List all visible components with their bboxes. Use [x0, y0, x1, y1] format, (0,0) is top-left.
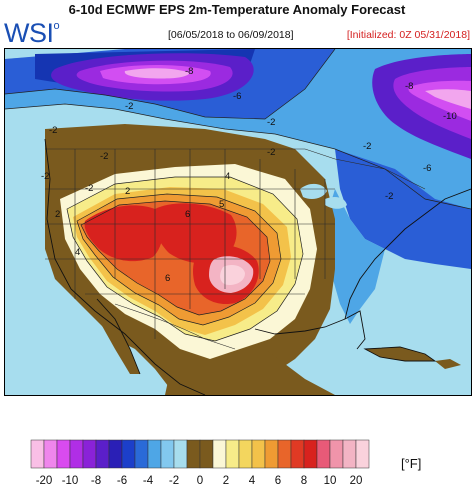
legend-color-swatch	[303, 439, 318, 469]
cold-core-west-center	[124, 68, 190, 79]
legend-tick-label: -4	[143, 475, 154, 487]
legend-tick-label: -20	[36, 475, 53, 487]
contour-label: -2	[363, 141, 371, 152]
legend-tick-label: 8	[301, 475, 307, 487]
contour-label: 2	[55, 209, 60, 220]
legend-color-swatch	[69, 439, 84, 469]
legend-color-swatch	[225, 439, 240, 469]
contour-label: 4	[75, 247, 80, 258]
contour-label: -8	[185, 66, 193, 77]
contour-label: -2	[385, 191, 393, 202]
legend-color-swatch	[108, 439, 123, 469]
unit-label: [°F]	[401, 456, 422, 471]
great-lakes	[300, 183, 347, 209]
wsi-logo: WSIo	[4, 18, 60, 49]
legend-color-swatch	[82, 439, 97, 469]
legend-tick-label: -2	[169, 475, 179, 487]
contour-label: -10	[443, 111, 457, 122]
legend-color-swatch	[173, 439, 188, 469]
east-light-strip	[323, 189, 385, 324]
legend-tick-label: 6	[275, 475, 281, 487]
legend-tick-label: -6	[117, 475, 127, 487]
contour-label: -2	[49, 125, 57, 136]
contour-labels: -2 -2 -2 -2 -8 -2 -6 -2 2 4 2 6 6 5 4 -2…	[41, 66, 457, 284]
legend-color-swatch	[212, 439, 227, 469]
warm-core-west	[84, 205, 164, 262]
brown-south-mexico	[165, 349, 335, 395]
anomaly-map-svg: -2 -2 -2 -2 -8 -2 -6 -2 2 4 2 6 6 5 4 -2…	[5, 49, 471, 395]
legend-tick-label: 2	[223, 475, 229, 487]
cold-core-east-center	[425, 89, 471, 109]
legend-color-swatch	[56, 439, 71, 469]
legend-tick-label: -10	[62, 475, 79, 487]
contour-label: -2	[100, 151, 108, 162]
legend-color-swatch	[238, 439, 253, 469]
legend-tick-label: 0	[197, 475, 203, 487]
legend-color-swatch	[95, 439, 110, 469]
legend-color-swatch	[277, 439, 292, 469]
contour-label: 2	[125, 186, 130, 197]
hot-core-center	[220, 265, 245, 285]
contour-label: -6	[423, 163, 431, 174]
legend-tick-label: 10	[324, 475, 337, 487]
legend-color-swatch	[160, 439, 175, 469]
map-title: 6-10d ECMWF EPS 2m-Temperature Anomaly F…	[68, 2, 406, 17]
contour-label: -6	[233, 91, 241, 102]
coastlines	[44, 138, 471, 395]
logo-text: WSI	[4, 18, 54, 48]
brown-northwest	[45, 124, 295, 164]
legend-color-swatch	[147, 439, 162, 469]
contour-label: 6	[185, 209, 190, 220]
contour-label: 6	[165, 273, 170, 284]
legend-color-swatch	[329, 439, 344, 469]
legend-color-swatch	[199, 439, 214, 469]
logo-mark: o	[53, 20, 60, 32]
legend-color-swatch	[251, 439, 266, 469]
contour-label: 4	[225, 171, 230, 182]
legend-color-swatch	[355, 439, 370, 469]
color-scale-legend: -20 -10 -8 -6 -4 -2 0 2 4 6 8 10 20	[30, 439, 370, 489]
contour-label: -2	[85, 183, 93, 194]
contour-label: -8	[405, 81, 413, 92]
hispaniola-island	[435, 359, 461, 369]
anomaly-map: -2 -2 -2 -2 -8 -2 -6 -2 2 4 2 6 6 5 4 -2…	[4, 48, 472, 396]
legend-tick-label: 20	[350, 475, 363, 487]
legend-color-swatch	[134, 439, 149, 469]
legend-color-swatch	[264, 439, 279, 469]
forecast-date-range: [06/05/2018 to 06/09/2018]	[168, 29, 294, 41]
legend-color-swatch	[186, 439, 201, 469]
legend-color-swatch	[121, 439, 136, 469]
contour-label: 5	[219, 199, 224, 210]
baja-peninsula	[97, 299, 140, 374]
legend-color-swatch	[290, 439, 305, 469]
legend-color-swatch	[43, 439, 58, 469]
legend-color-swatch	[342, 439, 357, 469]
color-scale-svg: -20 -10 -8 -6 -4 -2 0 2 4 6 8 10 20	[30, 439, 370, 487]
legend-tick-label: 4	[249, 475, 256, 487]
contour-label: -2	[41, 171, 49, 182]
initialized-time: [Initialized: 0Z 05/31/2018]	[346, 29, 470, 41]
boundary-lines	[45, 148, 426, 350]
contour-label: -2	[267, 147, 275, 158]
contour-label: -2	[267, 117, 275, 128]
legend-color-swatch	[316, 439, 331, 469]
contour-label: -2	[125, 101, 133, 112]
east-cool-strip	[335, 149, 471, 269]
legend-tick-label: -8	[91, 475, 101, 487]
contour-lines	[5, 49, 471, 342]
legend-color-swatch	[30, 439, 45, 469]
cuba-island	[365, 347, 435, 361]
